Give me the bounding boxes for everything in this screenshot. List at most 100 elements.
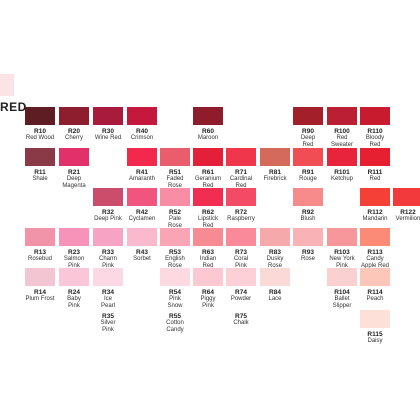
- swatch-color: [360, 148, 390, 166]
- swatch-color: [127, 148, 157, 166]
- swatch-r11: R11 Shale: [16, 148, 64, 183]
- swatch-name: Mandarin: [362, 216, 388, 222]
- swatch-name: Ballet Slipper: [332, 296, 352, 309]
- swatch-name: Blush: [300, 216, 316, 222]
- swatch-code: R11: [34, 169, 46, 176]
- swatch-r52: R52 Pale Rose: [151, 188, 199, 230]
- swatch-name: Pink Snow: [167, 296, 183, 309]
- swatch-name: Lace: [268, 296, 282, 302]
- swatch-code: R21: [68, 169, 80, 176]
- swatch-name: New York Pink: [329, 256, 355, 269]
- swatch-color: [226, 228, 256, 246]
- swatch-color: [193, 268, 223, 286]
- swatch-code: R103: [334, 249, 350, 256]
- swatch-code: R33: [102, 249, 114, 256]
- swatch-r40: R40 Crimson: [118, 107, 166, 142]
- swatch-r111: R111 Red: [351, 148, 399, 183]
- swatch-r113: R113 Candy Apple Red: [351, 228, 399, 270]
- swatch-color: [393, 188, 420, 206]
- swatch-name: Peach: [366, 296, 384, 302]
- swatch-name: Baby Pink: [67, 296, 81, 309]
- swatch-code: R51: [169, 169, 181, 176]
- swatch-name: Rosebud: [27, 256, 53, 262]
- swatch-code: R35: [102, 313, 114, 320]
- swatch-code: R122: [400, 209, 416, 216]
- swatch-color: [93, 188, 123, 206]
- swatch-name: Deep Magenta: [62, 176, 86, 189]
- swatch-r42: R42 Cyclamen: [118, 188, 166, 223]
- swatch-code: R91: [302, 169, 314, 176]
- swatch-r101: R101 Ketchup: [318, 148, 366, 183]
- swatch-code: R73: [235, 249, 247, 256]
- swatch-r24: R24 Baby Pink: [50, 268, 98, 310]
- section-title: RED: [0, 100, 27, 114]
- swatch-code: R100: [334, 128, 350, 135]
- swatch-code: R113: [367, 249, 383, 256]
- swatch-name: Bloody Red: [365, 135, 385, 148]
- swatch-code: R92: [302, 209, 314, 216]
- swatch-r90: R90 Deep Red: [284, 107, 332, 149]
- swatch-r34: R34 Ice Pearl: [84, 268, 132, 310]
- swatch-name: Rose: [300, 256, 315, 262]
- swatch-code: R84: [269, 289, 281, 296]
- swatch-r63: R63 Indian Red: [184, 228, 232, 270]
- swatch-color: [160, 188, 190, 206]
- swatch-code: R101: [334, 169, 350, 176]
- swatch-name: Deep Pink: [94, 216, 122, 222]
- swatch-color: [360, 188, 390, 206]
- swatch-code: R40: [136, 128, 148, 135]
- swatch-name: English Rose: [165, 256, 185, 269]
- swatch-name: Vermilion: [395, 216, 420, 222]
- swatch-code: R83: [269, 249, 281, 256]
- swatch-r54: R54 Pink Snow: [151, 268, 199, 310]
- swatch-color: [59, 107, 89, 125]
- swatch-r83: R83 Dusky Rose: [251, 228, 299, 270]
- swatch-name: Dusky Rose: [266, 256, 284, 269]
- swatch-color: [193, 107, 223, 125]
- swatch-r74: R74 Powder: [217, 268, 265, 303]
- swatch-r20: R20 Cherry: [50, 107, 98, 142]
- swatch-name: Shale: [32, 176, 48, 182]
- swatch-name: Cotton Candy: [166, 320, 184, 333]
- swatch-color: [293, 188, 323, 206]
- swatch-code: R62: [202, 209, 214, 216]
- swatch-r110: R110 Bloody Red: [351, 107, 399, 149]
- swatch-color: [127, 107, 157, 125]
- swatch-name: Pale Rose: [167, 216, 182, 229]
- swatch-name: Silver Pink: [100, 320, 116, 333]
- swatch-color: [59, 148, 89, 166]
- swatch-code: R74: [235, 289, 247, 296]
- swatch-color: [25, 107, 55, 125]
- swatch-color: [127, 228, 157, 246]
- swatch-code: R114: [367, 289, 383, 296]
- swatch-name: Cherry: [64, 135, 83, 141]
- swatch-code: R32: [102, 209, 114, 216]
- swatch-name: Cardinal Red: [229, 176, 253, 189]
- swatch-r53: R53 English Rose: [151, 228, 199, 270]
- swatch-color: [25, 228, 55, 246]
- swatch-name: Maroon: [197, 135, 219, 141]
- swatch-r51: R51 Faded Rose: [151, 148, 199, 190]
- swatch-color: [59, 268, 89, 286]
- swatch-r21: R21 Deep Magenta: [50, 148, 98, 190]
- swatch-name: Plum Frost: [25, 296, 55, 302]
- swatch-r103: R103 New York Pink: [318, 228, 366, 270]
- swatch-code: R64: [202, 289, 214, 296]
- swatch-r72: R72 Raspberry: [217, 188, 265, 223]
- swatch-name: Candy Apple Red: [360, 256, 390, 269]
- swatch-name: Sorbet: [133, 256, 151, 262]
- swatch-code: R90: [302, 128, 314, 135]
- swatch-r64: R64 Piggy Pink: [184, 268, 232, 310]
- swatch-name: Firebrick: [263, 176, 287, 182]
- swatch-code: R23: [68, 249, 80, 256]
- swatch-color: [160, 228, 190, 246]
- swatch-color: [25, 148, 55, 166]
- swatch-r61: R61 Geranium Red: [184, 148, 232, 190]
- swatch-r14: R14 Plum Frost: [16, 268, 64, 303]
- swatch-name: Chalk: [233, 320, 249, 326]
- swatch-code: R60: [202, 128, 214, 135]
- swatch-r91: R91 Rouge: [284, 148, 332, 183]
- swatch-color: [360, 228, 390, 246]
- swatch-color: [193, 228, 223, 246]
- swatch-code: R72: [235, 209, 247, 216]
